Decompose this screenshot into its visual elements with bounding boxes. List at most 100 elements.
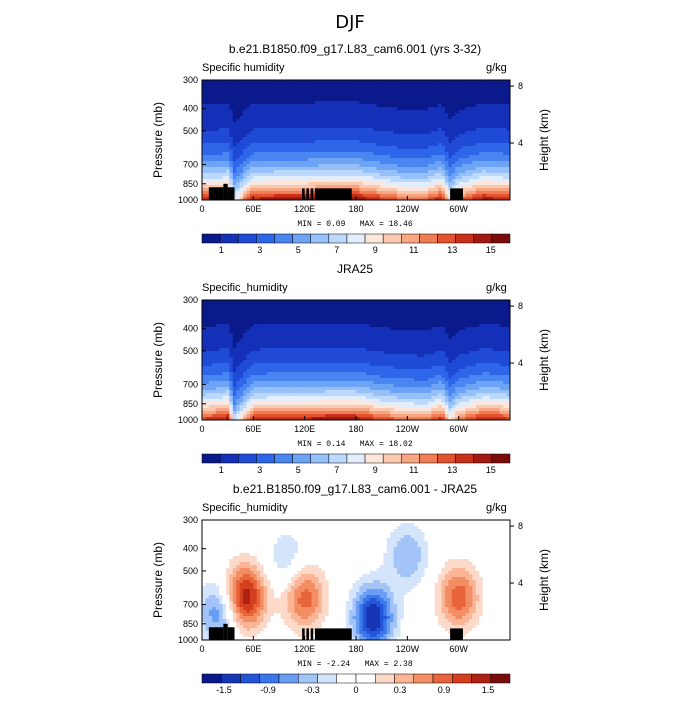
field-cell xyxy=(202,312,206,315)
field-cell xyxy=(424,152,428,155)
field-cell xyxy=(305,176,309,179)
field-cell xyxy=(264,185,268,188)
field-cell xyxy=(411,116,415,119)
field-cell xyxy=(212,330,216,333)
field-cell xyxy=(424,170,428,173)
field-cell xyxy=(496,167,500,170)
field-cell xyxy=(503,113,507,116)
field-cell xyxy=(294,125,298,128)
field-cell xyxy=(270,396,274,399)
field-cell xyxy=(226,110,230,113)
field-cell xyxy=(216,167,220,170)
field-cell xyxy=(260,86,264,89)
field-cell xyxy=(288,95,292,98)
field-cell xyxy=(483,86,487,89)
field-cell xyxy=(281,387,285,390)
field-cell xyxy=(346,116,350,119)
field-cell xyxy=(270,336,274,339)
field-cell xyxy=(298,375,302,378)
field-cell xyxy=(267,339,271,342)
field-cell xyxy=(219,333,223,336)
field-cell xyxy=(418,113,422,116)
field-cell xyxy=(431,116,435,119)
field-cell xyxy=(246,402,250,405)
field-cell xyxy=(294,188,298,191)
field-cell xyxy=(411,155,415,158)
field-cell xyxy=(489,98,493,101)
field-cell xyxy=(435,134,439,137)
field-cell xyxy=(253,170,257,173)
field-cell xyxy=(489,134,493,137)
field-cell xyxy=(216,306,220,309)
field-cell xyxy=(479,161,483,164)
field-cell xyxy=(459,113,463,116)
field-cell xyxy=(264,95,268,98)
field-cell xyxy=(264,372,268,375)
field-cell xyxy=(373,152,377,155)
field-cell xyxy=(373,161,377,164)
field-cell xyxy=(233,155,237,158)
field-cell xyxy=(270,414,274,417)
field-cell xyxy=(223,119,227,122)
field-cell xyxy=(370,98,374,101)
field-cell xyxy=(400,86,404,89)
field-cell xyxy=(257,324,261,327)
field-cell xyxy=(349,86,353,89)
field-cell xyxy=(466,143,470,146)
field-cell xyxy=(243,89,247,92)
field-cell xyxy=(421,107,425,110)
field-cell xyxy=(421,167,425,170)
field-cell xyxy=(489,131,493,134)
field-cell xyxy=(308,146,312,149)
field-cell xyxy=(284,330,288,333)
field-cell xyxy=(390,155,394,158)
field-cell xyxy=(288,330,292,333)
field-cell xyxy=(445,176,449,179)
field-cell xyxy=(202,104,206,107)
field-cell xyxy=(318,89,322,92)
field-cell xyxy=(281,155,285,158)
field-cell xyxy=(246,188,250,191)
field-cell xyxy=(390,125,394,128)
field-cell xyxy=(377,155,381,158)
field-cell xyxy=(294,348,298,351)
field-cell xyxy=(294,399,298,402)
field-cell xyxy=(356,143,360,146)
field-cell xyxy=(205,342,209,345)
field-cell xyxy=(212,306,216,309)
field-cell xyxy=(219,312,223,315)
field-cell xyxy=(288,194,292,197)
field-cell xyxy=(407,98,411,101)
field-cell xyxy=(387,140,391,143)
field-cell xyxy=(332,170,336,173)
field-cell xyxy=(298,312,302,315)
field-cell xyxy=(366,104,370,107)
field-cell xyxy=(277,146,281,149)
field-cell xyxy=(346,104,350,107)
field-cell xyxy=(452,170,456,173)
field-cell xyxy=(229,375,233,378)
field-cell xyxy=(301,312,305,315)
field-cell xyxy=(219,173,223,176)
field-cell xyxy=(301,158,305,161)
field-cell xyxy=(435,83,439,86)
field-cell xyxy=(250,137,254,140)
field-cell xyxy=(503,164,507,167)
field-cell xyxy=(318,101,322,104)
field-cell xyxy=(291,306,295,309)
field-cell xyxy=(202,122,206,125)
field-cell xyxy=(342,110,346,113)
field-cell xyxy=(411,185,415,188)
field-cell xyxy=(281,110,285,113)
field-cell xyxy=(404,110,408,113)
field-cell xyxy=(452,131,456,134)
field-cell xyxy=(312,98,316,101)
field-cell xyxy=(257,372,261,375)
field-cell xyxy=(455,80,459,83)
field-cell xyxy=(400,185,404,188)
field-cell xyxy=(209,312,213,315)
field-cell xyxy=(448,116,452,119)
field-cell xyxy=(387,83,391,86)
field-cell xyxy=(370,122,374,125)
field-cell xyxy=(294,176,298,179)
